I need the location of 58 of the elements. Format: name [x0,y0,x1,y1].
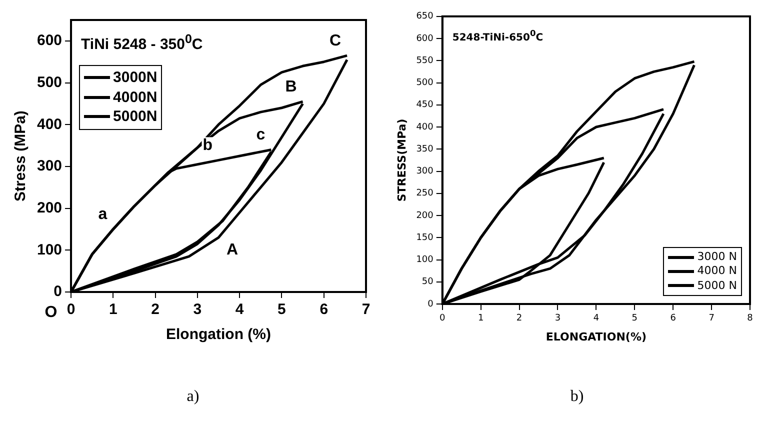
annotation: C [329,32,342,50]
x-tick-label: 2 [151,301,160,318]
x-tick-label: 5 [632,314,638,324]
legend-label: 4000N [113,88,158,107]
y-tick-label: 200 [36,199,62,216]
x-axis-title: Elongation (%) [166,326,272,344]
annotation: O [44,304,58,321]
text: a) [186,388,200,406]
x-tick-label: 0 [440,314,446,324]
y-tick-label: 400 [416,122,434,132]
x-tick-label: 8 [747,314,754,324]
y-axis-title: STRESS(MPa) [395,118,408,202]
y-tick-label: 200 [416,210,434,221]
x-axis-title: ELONGATION(%) [546,330,646,344]
y-axis-title: Stress (MPa) [12,110,30,202]
y-tick-label: 300 [36,158,62,175]
x-tick-label: 1 [108,301,118,318]
y-tick-label: 300 [416,166,434,177]
x-tick-label: 7 [708,314,714,324]
x-tick-label: 2 [516,314,522,324]
y-tick-label: 100 [416,255,434,266]
legend-label: 4000 N [697,264,737,279]
annotation: c [256,126,266,144]
y-tick-label: 500 [416,78,434,88]
x-tick-label: 5 [278,301,286,318]
x-tick-label: 1 [478,314,484,324]
y-tick-label: 650 [416,12,434,22]
legend-label: 3000N [113,68,158,88]
x-tick-label: 4 [235,301,244,318]
y-tick-label: 0 [54,283,62,300]
x-tick-label: 3 [193,301,202,318]
annotation: B [285,78,297,96]
y-tick-label: 500 [36,74,62,91]
y-tick-label: 550 [416,56,434,66]
text: TiNi 5248 - 350$^{0}$C [81,32,203,53]
y-tick-label: 150 [416,232,434,243]
y-tick-label: 250 [416,188,434,199]
y-tick-label: 600 [36,32,62,50]
y-tick-label: 350 [416,144,434,154]
legend-label: 5000N [113,107,158,126]
x-tick-label: 3 [554,314,561,324]
y-tick-label: 450 [416,100,434,110]
x-tick-label: 0 [66,301,76,318]
y-tick-label: 400 [36,116,62,133]
y-tick-label: 100 [36,241,62,258]
legend-label: 3000 N [697,250,737,264]
annotation: a [98,206,108,224]
y-tick-label: 600 [416,34,434,44]
annotation: A [226,242,239,259]
text: 5248-TiNi-650$^{0}$C [452,28,544,44]
x-tick-label: 4 [593,314,600,324]
annotation: b [202,137,213,154]
x-tick-label: 6 [320,301,328,318]
text: b) [569,388,585,406]
x-tick-label: 7 [362,301,370,318]
y-tick-label: 50 [422,277,434,288]
x-tick-label: 6 [670,314,676,324]
legend-label: 5000 N [697,278,737,293]
